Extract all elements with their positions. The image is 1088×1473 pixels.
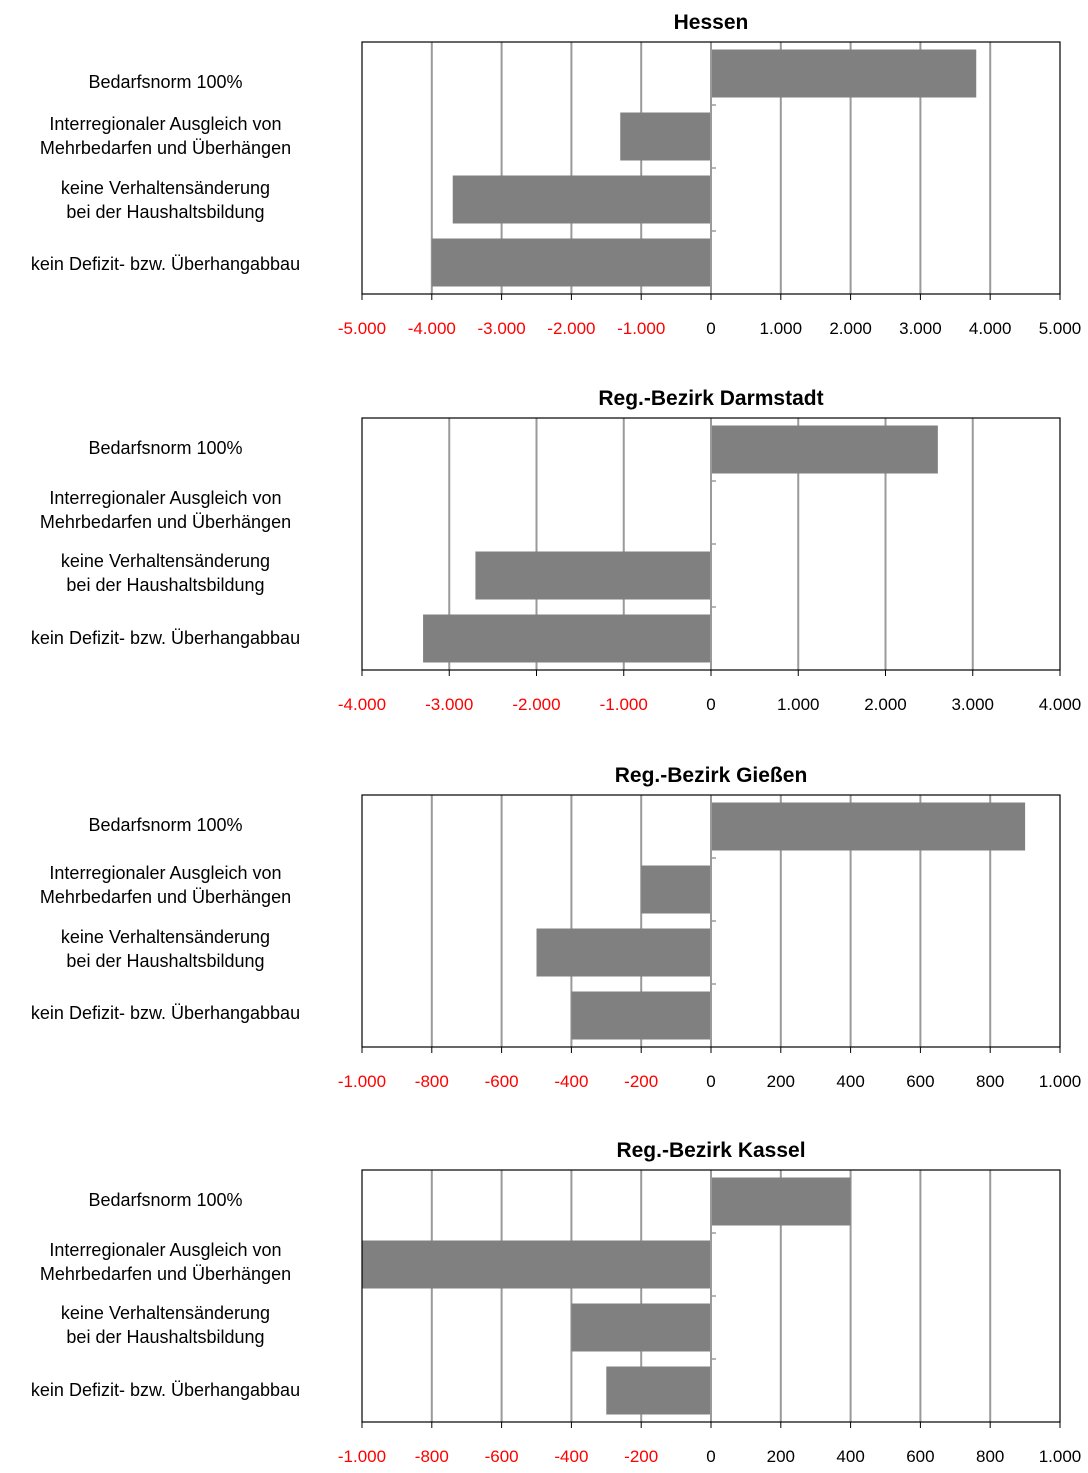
x-tick-label: 5.000 [1039, 319, 1082, 338]
bar [711, 1177, 851, 1226]
chart-plot: -5.000 -4.000 -3.000 -2.000 -1.000 0 1.000 2.00… [338, 41, 1082, 338]
x-tick-label: 4.000 [1039, 695, 1082, 714]
category-label: Bedarfsnorm 100% [88, 815, 243, 835]
x-tick-label: -800 [415, 1072, 449, 1091]
category-label: kein Defizit- bzw. Überhangabbau [30, 1003, 301, 1023]
category-label: Bedarfsnorm 100% [88, 438, 243, 458]
category-label: kein Defizit- bzw. Überhangabbau [30, 1380, 301, 1400]
category-label: Interregionaler Ausgleich von Mehrbedarf… [39, 488, 292, 532]
x-tick-label: -5.000 [338, 319, 386, 338]
x-tick-label: -1.000 [617, 319, 665, 338]
chart-darmstadt: Reg.-Bezirk Darmstadt Bedarfsnorm 100% I… [0, 386, 1088, 721]
x-tick-label: 3.000 [951, 695, 994, 714]
x-tick-label: 0 [706, 1447, 715, 1466]
x-tick-label: 4.000 [969, 319, 1012, 338]
x-tick-label: -600 [485, 1447, 519, 1466]
x-tick-label: 1.000 [1039, 1072, 1082, 1091]
x-tick-label: -200 [624, 1072, 658, 1091]
x-tick-label: -3.000 [425, 695, 473, 714]
x-tick-label: 600 [906, 1447, 934, 1466]
category-label: Bedarfsnorm 100% [88, 1190, 243, 1210]
x-tick-label: 800 [976, 1447, 1004, 1466]
category-label: kein Defizit- bzw. Überhangabbau [30, 254, 301, 274]
x-tick-label: 1.000 [760, 319, 803, 338]
chart-title: Reg.-Bezirk Gießen [614, 764, 808, 787]
x-tick-label: -4.000 [338, 695, 386, 714]
category-label: Bedarfsnorm 100% [88, 72, 243, 92]
x-tick-label: -800 [415, 1447, 449, 1466]
chart-title: Hessen [673, 11, 749, 34]
x-tick-label: -400 [554, 1072, 588, 1091]
x-tick-label: 600 [906, 1072, 934, 1091]
x-tick-label: -3.000 [477, 319, 525, 338]
category-label: kein Defizit- bzw. Überhangabbau [30, 628, 301, 648]
x-tick-label: 200 [767, 1447, 795, 1466]
x-tick-label: 200 [767, 1072, 795, 1091]
x-tick-label: 800 [976, 1072, 1004, 1091]
x-tick-label: -600 [485, 1072, 519, 1091]
bar [431, 238, 711, 287]
chart-plot: -4.000 -3.000 -2.000 -1.000 0 1.000 2.000 3.000… [338, 417, 1082, 714]
x-tick-label: -1.000 [600, 695, 648, 714]
category-label: keine Verhaltensänderung bei der Haushal… [60, 927, 271, 971]
chart-plot: -1.000 -800 -600 -400 -200 0 200 400 600 800 1.000 [338, 794, 1082, 1091]
category-label: keine Verhaltensänderung bei der Haushal… [60, 551, 271, 595]
x-tick-label: -200 [624, 1447, 658, 1466]
x-tick-label: -2.000 [512, 695, 560, 714]
x-tick-label: -400 [554, 1447, 588, 1466]
bar [711, 425, 938, 474]
x-tick-label: 400 [836, 1447, 864, 1466]
category-label: Interregionaler Ausgleich von Mehrbedarf… [39, 1240, 292, 1284]
x-tick-label: 1.000 [777, 695, 820, 714]
chart-title: Reg.-Bezirk Darmstadt [598, 387, 824, 410]
category-label: keine Verhaltensänderung bei der Haushal… [60, 178, 271, 222]
chart-title: Reg.-Bezirk Kassel [616, 1139, 806, 1162]
chart-kassel: Reg.-Bezirk Kassel Bedarfsnorm 100% Inte… [0, 1138, 1088, 1473]
x-tick-label: 2.000 [829, 319, 872, 338]
chart-hessen: Hessen Bedarfsnorm 100% Interregionaler … [0, 10, 1088, 345]
bar [711, 49, 977, 98]
bar [475, 551, 711, 600]
x-tick-label: -2.000 [547, 319, 595, 338]
x-tick-label: -1.000 [338, 1072, 386, 1091]
bar [571, 991, 711, 1040]
category-label: Interregionaler Ausgleich von Mehrbedarf… [39, 863, 292, 907]
bar [536, 928, 711, 977]
x-tick-label: 2.000 [864, 695, 907, 714]
x-tick-label: 0 [706, 695, 715, 714]
x-tick-label: 400 [836, 1072, 864, 1091]
bar [641, 865, 711, 914]
category-label: keine Verhaltensänderung bei der Haushal… [60, 1303, 271, 1347]
bar [606, 1366, 711, 1415]
bar [571, 1303, 711, 1352]
chart-giessen: Reg.-Bezirk Gießen Bedarfsnorm 100% Inte… [0, 763, 1088, 1098]
x-tick-label: 1.000 [1039, 1447, 1082, 1466]
x-tick-label: 0 [706, 319, 715, 338]
x-tick-label: 3.000 [899, 319, 942, 338]
bar [362, 1240, 711, 1289]
chart-plot: -1.000 -800 -600 -400 -200 0 200 400 600 800 1.000 [338, 1169, 1082, 1466]
bar [711, 802, 1026, 851]
category-label: Interregionaler Ausgleich von Mehrbedarf… [39, 114, 292, 158]
x-tick-label: 0 [706, 1072, 715, 1091]
bar [620, 112, 711, 161]
x-tick-label: -1.000 [338, 1447, 386, 1466]
bar [452, 175, 711, 224]
bar [423, 614, 711, 663]
x-tick-label: -4.000 [408, 319, 456, 338]
